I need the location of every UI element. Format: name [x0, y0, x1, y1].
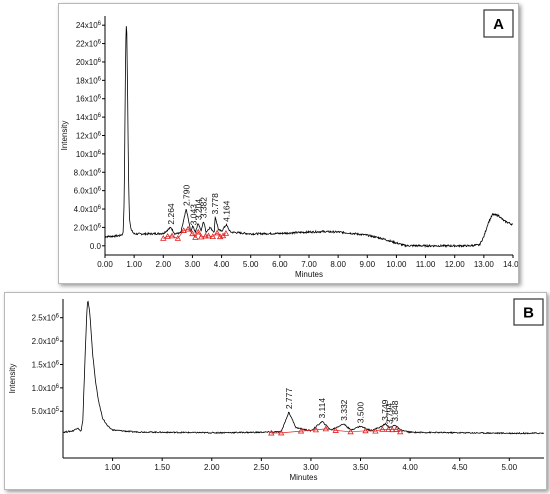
- chart0-x-axis-label: Minutes: [295, 270, 323, 279]
- chart1-x-axis-label: Minutes: [289, 473, 317, 482]
- chart0-y-tick-label: 4.0x106: [74, 205, 102, 214]
- chart0-x-tick-label: 6.00: [272, 260, 288, 269]
- panel-b: B 5.0x105 1.0x106 1.5x106 2.0x106 2.5x106 1.0…: [4, 292, 547, 490]
- chart0-y-tick-label: 14x106: [76, 113, 102, 122]
- panel-b-badge: B: [513, 298, 544, 326]
- chart0-y-axis-label: Intensity: [60, 121, 69, 151]
- chart1-peak-label: 3.749: [380, 399, 390, 421]
- chart1-y-tick-label: 5.0x105: [32, 407, 60, 416]
- chart0-peak-label: 2.790: [181, 184, 191, 206]
- chart0-baseline-marker: [214, 229, 221, 236]
- chart0-x-tick-label: 1.00: [126, 260, 142, 269]
- chart1-peak-label: 3.848: [390, 400, 400, 422]
- chart0-y-tick-label: 16x106: [76, 95, 102, 104]
- chart0-x-tick-label: 5.00: [243, 260, 259, 269]
- chart1-peak-label: 3.332: [339, 399, 349, 421]
- chart0-baseline-line: [163, 228, 227, 239]
- chart1-baseline-line: [271, 428, 401, 434]
- chart1-y-tick-label: 1.5x106: [32, 360, 60, 369]
- chart0-y-tick-label: 2.0x106: [74, 223, 102, 232]
- chart0-baseline-marker: [184, 225, 192, 232]
- chart1-baseline-marker: [322, 425, 329, 432]
- chart1-x-tick-label: 4.50: [452, 463, 468, 472]
- chart0-x-tick-label: 13.00: [474, 260, 495, 269]
- chart0-x-tick-label: 9.00: [359, 260, 375, 269]
- panel-b-badge-label: B: [523, 305, 534, 322]
- chart0-y-tick-label: 6.0x106: [74, 187, 102, 196]
- chart0-x-tick-label: 11.00: [416, 260, 436, 269]
- chart0-x-tick-label: 12.00: [445, 260, 466, 269]
- chart0-x-tick-label: 8.00: [330, 260, 346, 269]
- chart0-peak-label: 3.204: [193, 199, 203, 221]
- chart1-y-tick-label: 1.0x106: [32, 384, 60, 393]
- chart0-peak-label: 4.164: [221, 200, 231, 222]
- chart0-y-tick-label: 22x106: [76, 40, 102, 49]
- chart0-x-tick-label: 7.00: [301, 260, 317, 269]
- chart0-trace: [104, 26, 513, 249]
- panel-a: A 0.0 2.0x106 4.0x106 6.0x106 8.0x106 10x106 1…: [58, 3, 524, 284]
- chart1-x-tick-label: 2.00: [204, 463, 220, 472]
- chart0-x-tick-label: 4.00: [214, 260, 230, 269]
- chart0-y-tick-label: 24x106: [76, 21, 102, 30]
- chart1-peak-label: 3.500: [356, 402, 366, 424]
- chart0-peak-label: 3.043: [189, 204, 199, 226]
- chart0-baseline-marker: [168, 232, 176, 239]
- chart0-y-tick-label: 20x106: [76, 58, 102, 67]
- chromatogram-a: A 0.0 2.0x106 4.0x106 6.0x106 8.0x106 10x106 1…: [60, 9, 524, 279]
- chromatogram-b: B 5.0x105 1.0x106 1.5x106 2.0x106 2.5x106 1.0…: [8, 298, 545, 482]
- chart0-y-tick-label: 10x106: [76, 150, 102, 159]
- chart1-y-tick-label: 2.0x106: [32, 337, 60, 346]
- chart1-peak-label: 3.794: [385, 403, 395, 425]
- chart1-y-tick-label: 2.5x106: [32, 314, 60, 323]
- chart0-y-tick-label: 12x106: [76, 132, 102, 141]
- chart1-x-tick-label: 5.00: [501, 463, 517, 472]
- chart0-baseline-marker: [195, 228, 202, 235]
- chart0-x-tick-label: 14.00: [503, 260, 518, 269]
- chart0-y-tick-label: 8.0x106: [74, 168, 102, 177]
- chart0-baseline-marker: [222, 230, 230, 236]
- chart0-y-tick-label: 0.0: [90, 242, 102, 251]
- chart1-baseline-marker: [397, 428, 404, 435]
- chart0-peak-label: 2.264: [166, 203, 176, 225]
- chart1-x-tick-label: 4.00: [402, 463, 418, 472]
- chart0-peak-label: 3.778: [210, 193, 220, 215]
- chart1-x-tick-label: 3.00: [303, 463, 319, 472]
- chart1-x-tick-label: 1.50: [154, 463, 170, 472]
- chart1-y-axis-label: Intensity: [8, 364, 17, 394]
- chart1-x-tick-label: 1.00: [105, 463, 121, 472]
- chart0-y-tick-label: 18x106: [76, 76, 102, 85]
- chart0-x-tick-label: 2.00: [155, 260, 171, 269]
- panel-a-badge-label: A: [493, 16, 504, 33]
- chart1-x-tick-label: 2.50: [254, 463, 270, 472]
- chart1-peak-label: 2.777: [284, 388, 294, 410]
- chart1-peak-label: 3.114: [317, 398, 327, 419]
- chart0-peak-label: 3.382: [199, 197, 209, 219]
- chart0-baseline-marker: [192, 234, 199, 240]
- chart0-x-tick-label: 3.00: [185, 260, 201, 269]
- chart0-baseline-marker: [189, 230, 196, 237]
- panel-a-badge: A: [483, 9, 514, 38]
- chart0-x-tick-label: 10.00: [386, 260, 407, 269]
- chart0-x-tick-label: 0.00: [97, 260, 113, 269]
- chart1-x-tick-label: 3.50: [353, 463, 369, 472]
- chart1-trace: [62, 300, 545, 435]
